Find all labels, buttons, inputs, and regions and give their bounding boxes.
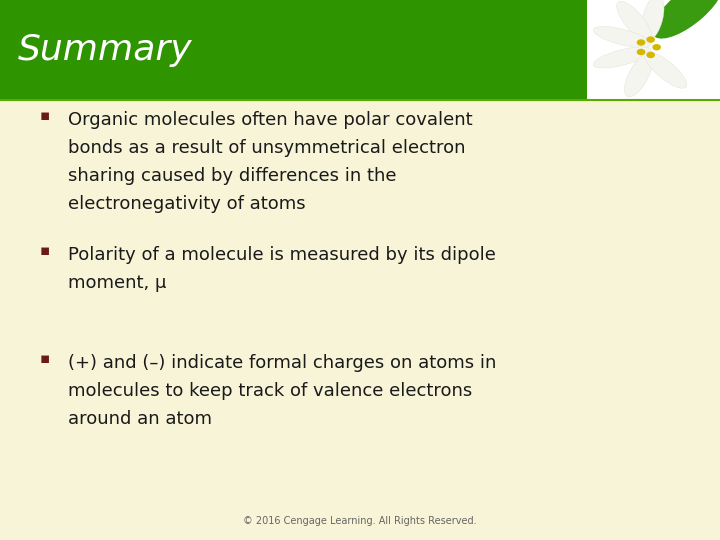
Circle shape bbox=[636, 39, 645, 46]
Text: electronegativity of atoms: electronegativity of atoms bbox=[68, 195, 306, 213]
Text: (+) and (–) indicate formal charges on atoms in: (+) and (–) indicate formal charges on a… bbox=[68, 354, 497, 372]
Circle shape bbox=[647, 52, 655, 58]
Text: around an atom: around an atom bbox=[68, 410, 212, 428]
Text: sharing caused by differences in the: sharing caused by differences in the bbox=[68, 167, 397, 185]
Text: bonds as a result of unsymmetrical electron: bonds as a result of unsymmetrical elect… bbox=[68, 139, 466, 157]
Ellipse shape bbox=[644, 52, 687, 88]
Circle shape bbox=[636, 49, 645, 55]
Text: Summary: Summary bbox=[18, 33, 193, 67]
Ellipse shape bbox=[624, 53, 653, 97]
Bar bbox=[0, 0, 720, 100]
Ellipse shape bbox=[617, 1, 652, 42]
Ellipse shape bbox=[652, 0, 720, 38]
Circle shape bbox=[647, 36, 655, 43]
Ellipse shape bbox=[642, 0, 664, 40]
Ellipse shape bbox=[593, 26, 652, 48]
Text: Organic molecules often have polar covalent: Organic molecules often have polar coval… bbox=[68, 111, 473, 129]
Bar bbox=[587, 0, 720, 100]
Text: moment, μ: moment, μ bbox=[68, 274, 167, 292]
Text: molecules to keep track of valence electrons: molecules to keep track of valence elect… bbox=[68, 382, 472, 400]
Text: Polarity of a molecule is measured by its dipole: Polarity of a molecule is measured by it… bbox=[68, 246, 496, 264]
Text: ▪: ▪ bbox=[40, 243, 50, 258]
Circle shape bbox=[652, 44, 661, 51]
Text: ▪: ▪ bbox=[40, 108, 50, 123]
Text: © 2016 Cengage Learning. All Rights Reserved.: © 2016 Cengage Learning. All Rights Rese… bbox=[243, 516, 477, 526]
Text: ▪: ▪ bbox=[40, 351, 50, 366]
Ellipse shape bbox=[593, 47, 652, 68]
